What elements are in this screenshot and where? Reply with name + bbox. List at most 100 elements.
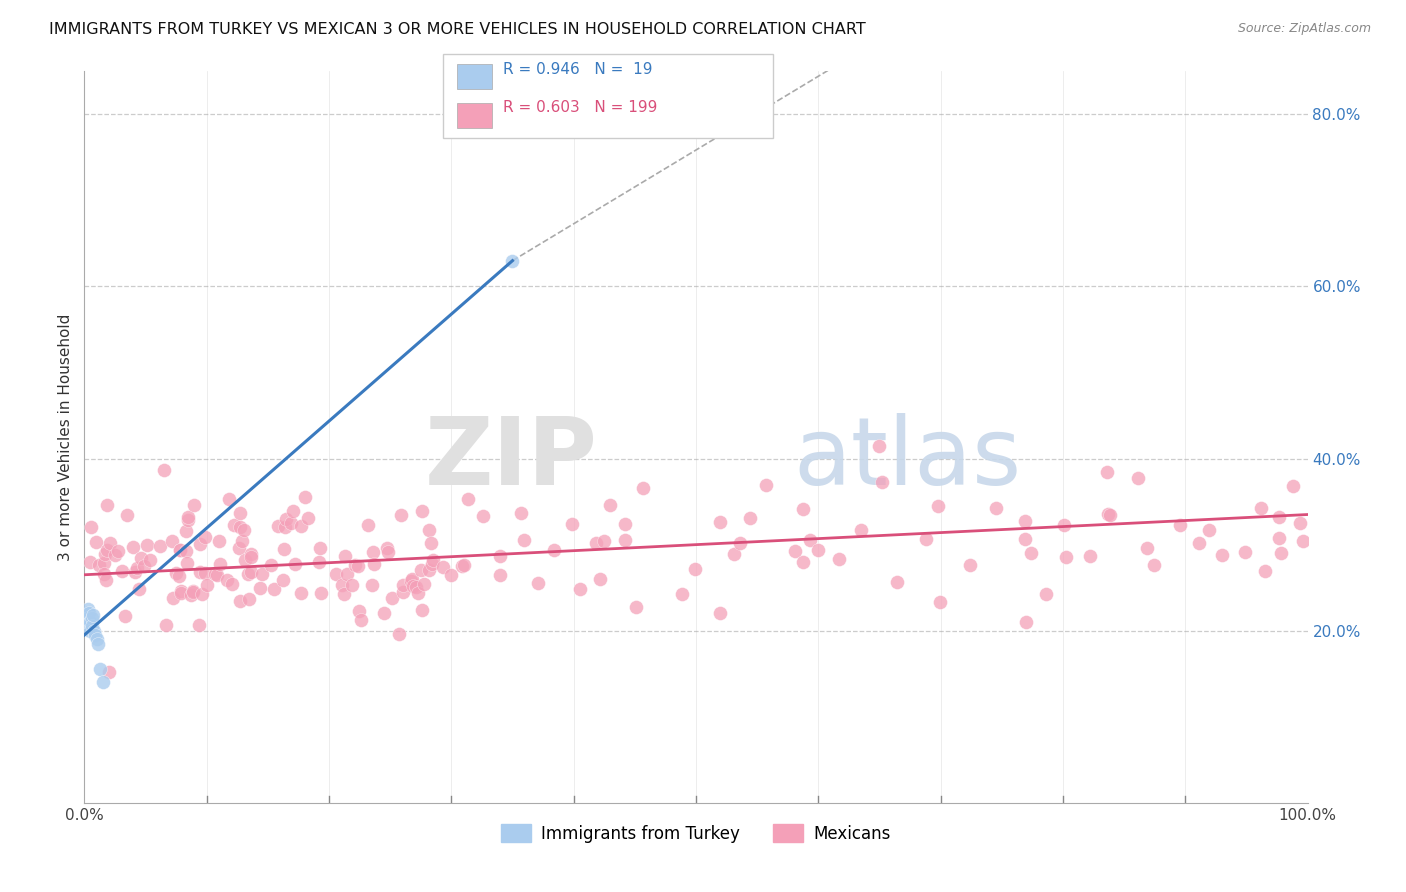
Point <box>183 584 205 599</box>
Point <box>561 516 583 531</box>
Point <box>96 498 118 512</box>
Point <box>510 506 533 520</box>
Point <box>373 607 395 621</box>
Point <box>411 603 433 617</box>
Point <box>236 567 259 582</box>
Y-axis label: 3 or more Vehicles in Household: 3 or more Vehicles in Household <box>58 313 73 561</box>
Point <box>250 567 273 582</box>
Point <box>205 568 228 582</box>
Point <box>502 253 524 268</box>
Point <box>167 568 190 582</box>
Point <box>122 541 145 555</box>
Point <box>347 559 370 574</box>
Point <box>87 637 110 651</box>
Point <box>222 517 245 532</box>
Point <box>93 567 115 582</box>
Point <box>76 607 98 621</box>
Point <box>450 559 472 574</box>
Point <box>405 580 427 594</box>
Point <box>849 523 872 537</box>
Point <box>309 585 332 599</box>
Point <box>183 498 205 512</box>
Point <box>181 584 204 599</box>
Point <box>260 558 283 572</box>
Point <box>1078 549 1101 563</box>
Point <box>80 520 103 534</box>
Point <box>84 628 107 642</box>
Point <box>104 549 127 563</box>
Point <box>129 550 152 565</box>
Point <box>457 491 479 506</box>
Point <box>755 478 778 492</box>
Point <box>107 544 129 558</box>
Point <box>361 545 384 559</box>
Point <box>489 568 512 582</box>
Point <box>488 549 510 563</box>
Point <box>325 567 347 582</box>
Point <box>333 549 356 563</box>
Point <box>294 490 316 504</box>
Text: R = 0.603   N = 199: R = 0.603 N = 199 <box>503 100 658 115</box>
Point <box>568 582 591 596</box>
Point <box>330 577 353 591</box>
Point <box>1268 509 1291 524</box>
Point <box>180 588 202 602</box>
Point <box>77 619 100 633</box>
Text: atlas: atlas <box>794 413 1022 505</box>
Point <box>1254 564 1277 578</box>
Point <box>1282 479 1305 493</box>
Point <box>377 545 399 559</box>
Point <box>195 578 218 592</box>
Point <box>80 611 103 625</box>
Point <box>783 543 806 558</box>
Point <box>152 463 174 477</box>
Point <box>134 559 156 574</box>
Point <box>543 542 565 557</box>
Point <box>249 581 271 595</box>
Point <box>263 582 285 597</box>
Point <box>194 531 217 545</box>
Point <box>1233 545 1256 559</box>
Point <box>1019 546 1042 560</box>
Point <box>1289 516 1312 530</box>
Point <box>308 555 330 569</box>
Point <box>613 533 636 547</box>
Text: IMMIGRANTS FROM TURKEY VS MEXICAN 3 OR MORE VEHICLES IN HOUSEHOLD CORRELATION CH: IMMIGRANTS FROM TURKEY VS MEXICAN 3 OR M… <box>49 22 866 37</box>
Point <box>191 587 214 601</box>
Point <box>1097 507 1119 521</box>
Point <box>77 611 100 625</box>
Point <box>350 614 373 628</box>
Point <box>589 572 612 586</box>
Point <box>79 624 101 638</box>
Point <box>233 553 256 567</box>
Point <box>1292 533 1315 548</box>
Point <box>343 558 366 572</box>
Point <box>613 516 636 531</box>
Point <box>1270 546 1292 560</box>
Point <box>155 617 177 632</box>
Point <box>671 587 693 601</box>
Point <box>281 504 304 518</box>
Point <box>240 547 263 561</box>
Point <box>422 553 444 567</box>
Point <box>297 511 319 525</box>
Point <box>86 632 108 647</box>
Point <box>413 577 436 591</box>
Point <box>1211 548 1233 562</box>
Point <box>125 560 148 574</box>
Point <box>585 536 607 550</box>
Point <box>709 607 731 621</box>
Point <box>229 520 252 534</box>
Point <box>1126 471 1149 485</box>
Point <box>221 577 243 591</box>
Point <box>799 533 821 547</box>
Point <box>89 662 111 676</box>
Point <box>1098 508 1121 522</box>
Point <box>87 558 110 573</box>
Point <box>194 566 217 580</box>
Legend: Immigrants from Turkey, Mexicans: Immigrants from Turkey, Mexicans <box>495 818 897 849</box>
Point <box>93 556 115 570</box>
Point <box>232 523 254 537</box>
Point <box>792 502 814 516</box>
Point <box>280 516 302 530</box>
